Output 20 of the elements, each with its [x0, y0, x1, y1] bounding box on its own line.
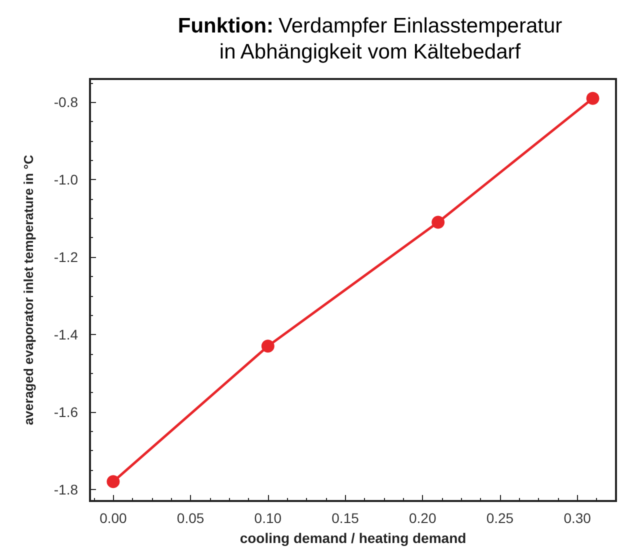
y-tick-label: -1.2 — [54, 249, 78, 266]
y-axis-title: averaged evaporator inlet temperature in °C — [21, 154, 36, 426]
y-tick-label: -1.4 — [54, 326, 78, 343]
x-tick-label: 0.15 — [332, 510, 360, 526]
x-tick-label: 0.10 — [254, 510, 282, 526]
point — [586, 92, 600, 105]
x-tick-label: 0.05 — [176, 510, 204, 526]
x-tick-label: 0.30 — [564, 510, 592, 526]
x-tick-label: 0.25 — [486, 510, 514, 526]
point — [106, 475, 120, 488]
x-tick-label: 0.00 — [100, 510, 128, 526]
point — [432, 216, 445, 229]
y-tick-label: -1.0 — [54, 172, 78, 188]
y-tick-label: -0.8 — [54, 94, 78, 110]
point — [261, 340, 274, 353]
x-axis-title: cooling demand / heating demand — [240, 530, 466, 546]
y-tick-label: -1.8 — [54, 481, 78, 498]
x-tick-label: 0.20 — [408, 510, 436, 526]
chart-title: Funktion: Verdampfer Einlasstemperatur in Abhängigkeit vom Kältebedarf — [178, 14, 562, 64]
y-tick-label: -1.6 — [54, 404, 78, 420]
